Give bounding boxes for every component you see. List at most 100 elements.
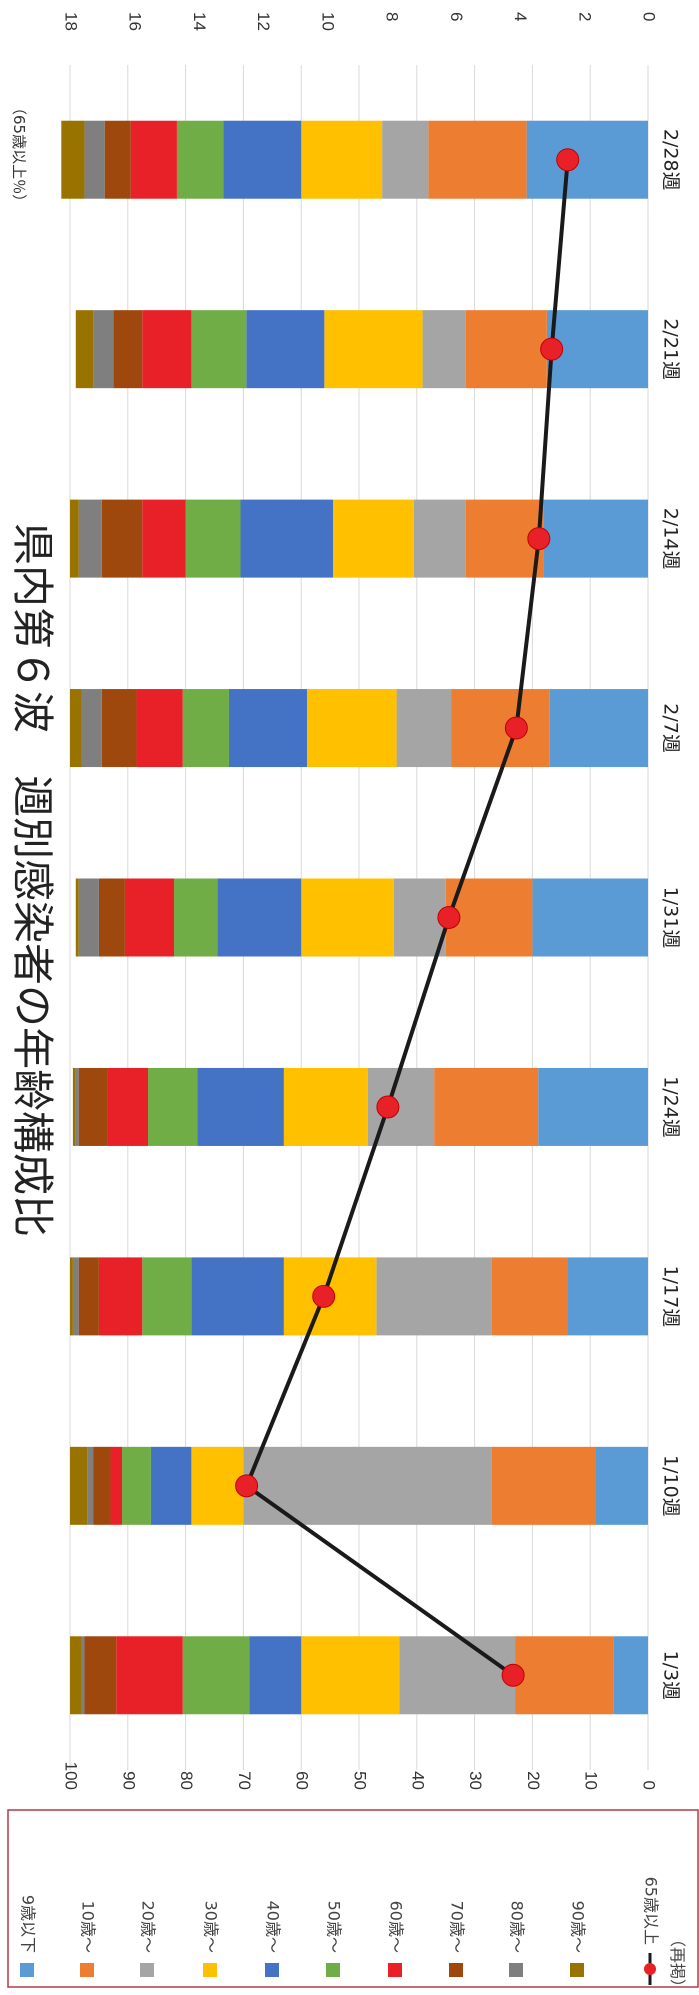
bar-segment	[526, 120, 648, 199]
primary-tick-label: 10	[582, 1771, 601, 1790]
legend-swatch	[509, 1963, 523, 1977]
legend-swatch	[20, 1963, 34, 1977]
bar-segment	[98, 1257, 143, 1336]
bar-segment	[396, 689, 452, 768]
bar-segment	[301, 120, 383, 199]
bar-segment	[176, 120, 224, 199]
stacked-bars	[61, 120, 648, 1715]
bar-segment	[124, 878, 175, 957]
category-label: 2/21週	[660, 318, 682, 380]
secondary-tick-label: 14	[190, 12, 209, 31]
secondary-tick-label: 16	[126, 12, 145, 31]
bar-segment	[491, 1257, 568, 1336]
bar-segment	[306, 689, 397, 768]
bar-segment	[87, 1446, 94, 1525]
bar-segment	[532, 878, 648, 957]
primary-tick-label: 100	[62, 1762, 81, 1790]
secondary-tick-label: 12	[254, 12, 273, 31]
bar-segment	[174, 878, 218, 957]
bar-segment	[246, 310, 325, 389]
legend-label: 50歳～	[325, 1901, 344, 1953]
line-point	[504, 716, 528, 740]
bar-segment	[393, 878, 446, 957]
bar-segment	[93, 1446, 111, 1525]
legend: 9歳以下 10歳～ 20歳～ 30歳～ 40歳～ 50歳～ 60歳～ 70歳～ 80歳～ 90歳～…	[19, 1877, 661, 1985]
bar-segment	[382, 120, 429, 199]
bar-segment	[70, 1636, 82, 1715]
primary-tick-label: 0	[640, 1781, 659, 1790]
secondary-tick-label: 8	[383, 12, 402, 21]
bar-segment	[324, 310, 423, 389]
bar-segment	[61, 120, 85, 199]
line-point	[556, 148, 580, 172]
bar-segment	[84, 120, 105, 199]
legend-swatch	[80, 1963, 94, 1977]
bar-segment	[78, 1257, 99, 1336]
bar-segment	[301, 878, 394, 957]
bar-segment	[249, 1636, 302, 1715]
legend-label: 10歳～	[79, 1901, 98, 1953]
bar-segment	[185, 499, 241, 578]
bar-segment	[70, 689, 82, 768]
line-point	[235, 1474, 259, 1498]
bar-segment	[595, 1446, 648, 1525]
bar-segment	[549, 689, 648, 768]
bar-segment	[332, 499, 414, 578]
primary-axis-ticks: 0 10 20 30 40 50 60 70 80 90 100	[62, 1762, 659, 1790]
legend-label: 65歳以上	[642, 1877, 661, 1945]
bar-segment	[613, 1636, 648, 1715]
bar-segment	[148, 1067, 198, 1146]
legend-label: 40歳～	[264, 1901, 283, 1953]
bar-segment	[567, 1257, 648, 1336]
secondary-axis-ticks: 0 2 4 6 8 10 12 14 16 18	[62, 12, 659, 31]
bar-segment	[543, 499, 648, 578]
bar-segment	[98, 878, 125, 957]
line-point	[437, 906, 461, 929]
bar-segment	[228, 689, 307, 768]
secondary-tick-label: 10	[318, 12, 337, 31]
bar-segment	[75, 310, 94, 389]
bar-segment	[84, 1636, 117, 1715]
category-label: 1/3週	[660, 1650, 682, 1700]
category-label: 1/31週	[660, 887, 682, 949]
bar-segment	[243, 1446, 492, 1525]
bar-segment	[182, 1636, 250, 1715]
bar-segment	[122, 1446, 151, 1525]
primary-tick-label: 50	[351, 1771, 370, 1790]
bar-segment	[301, 1636, 400, 1715]
line-point	[376, 1095, 400, 1119]
bar-segment	[546, 310, 648, 389]
secondary-tick-label: 2	[575, 12, 594, 21]
bar-segment	[136, 689, 183, 768]
bar-segment	[75, 878, 79, 957]
bar-segment	[113, 310, 143, 389]
bar-segment	[434, 1067, 539, 1146]
secondary-tick-label: 0	[640, 12, 659, 21]
bar-segment	[101, 499, 143, 578]
bar-segment	[81, 1636, 85, 1715]
bar-segment	[142, 499, 186, 578]
line-series-65-plus	[235, 148, 580, 1687]
category-labels: 1/3週 1/10週 1/17週 1/24週 1/31週 2/7週 2/14週 2/21週 2/…	[660, 129, 682, 1700]
primary-tick-label: 30	[466, 1771, 485, 1790]
bar-segment	[491, 1446, 596, 1525]
secondary-tick-label: 6	[447, 12, 466, 21]
category-label: 1/24週	[660, 1076, 682, 1138]
legend-label: 60歳～	[387, 1901, 406, 1953]
bar-segment	[223, 120, 302, 199]
bar-segment	[465, 310, 547, 389]
bar-segment	[538, 1067, 648, 1146]
bar-segment	[399, 1636, 516, 1715]
bar-segment	[413, 499, 466, 578]
bar-segment	[217, 878, 302, 957]
bar-segment	[150, 1446, 192, 1525]
bar-segment	[104, 120, 131, 199]
bar-segment	[70, 1257, 73, 1336]
bar-segment	[78, 1067, 108, 1146]
bar-segment	[191, 1446, 244, 1525]
secondary-tick-label: 4	[511, 12, 530, 21]
legend-swatch	[388, 1963, 402, 1977]
bar-segment	[428, 120, 527, 199]
bar-segment	[142, 1257, 192, 1336]
